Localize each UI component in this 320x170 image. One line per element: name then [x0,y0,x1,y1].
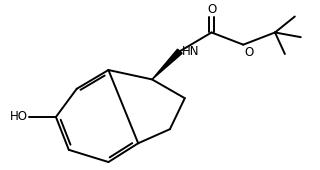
Polygon shape [152,49,182,79]
Text: O: O [244,46,253,59]
Text: HO: HO [10,110,28,123]
Text: HN: HN [182,45,199,58]
Text: O: O [207,3,216,16]
